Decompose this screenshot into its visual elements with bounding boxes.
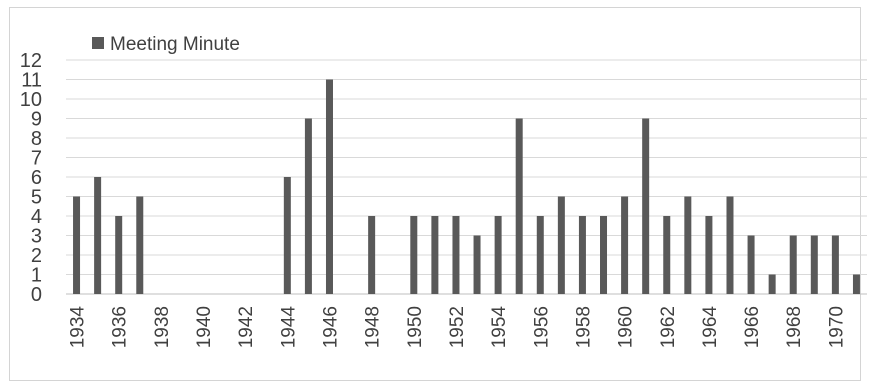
bar <box>94 177 102 294</box>
bar <box>452 216 460 294</box>
bar <box>494 216 502 294</box>
bar <box>515 118 523 294</box>
legend-swatch <box>92 37 104 49</box>
bar <box>473 235 481 294</box>
bar <box>789 235 797 294</box>
x-tick-label: 1950 <box>405 306 426 348</box>
bar <box>431 216 439 294</box>
y-tick-label: 12 <box>20 50 42 72</box>
bar <box>536 216 544 294</box>
x-tick-label: 1962 <box>658 306 679 348</box>
y-tick-label: 10 <box>20 89 42 111</box>
y-tick-label: 3 <box>31 226 42 248</box>
bar <box>578 216 586 294</box>
bar <box>810 235 818 294</box>
bar <box>325 79 333 294</box>
bar <box>410 216 418 294</box>
y-tick-label: 5 <box>31 187 42 209</box>
x-tick-label: 1956 <box>531 306 552 348</box>
x-tick-label: 1964 <box>700 306 721 349</box>
legend: Meeting Minute <box>92 34 240 55</box>
x-tick-label: 1958 <box>573 306 594 348</box>
x-tick-label: 1954 <box>489 306 510 349</box>
bar <box>600 216 608 294</box>
bar <box>831 235 839 294</box>
x-tick-label: 1948 <box>363 306 384 348</box>
y-tick-label: 6 <box>31 167 42 189</box>
x-tick-labels: 1934 1936 1938 1940 1942 1944 1946 1948 1950 1952… <box>68 306 848 349</box>
bar <box>73 196 81 294</box>
bar <box>368 216 376 294</box>
x-tick-label: 1968 <box>784 306 805 348</box>
x-tick-label: 1938 <box>152 306 173 348</box>
bar <box>283 177 291 294</box>
x-tick-label: 1952 <box>447 306 468 348</box>
y-tick-label: 9 <box>31 109 42 131</box>
x-tick-label: 1944 <box>278 306 299 349</box>
bar <box>136 196 144 294</box>
x-tick-label: 1940 <box>194 306 215 348</box>
x-tick-label: 1966 <box>742 306 763 348</box>
bar <box>642 118 650 294</box>
bar <box>684 196 692 294</box>
chart-frame <box>9 7 861 381</box>
y-tick-label: 11 <box>21 70 42 92</box>
bar <box>621 196 629 294</box>
bar <box>663 216 671 294</box>
bars <box>73 79 860 294</box>
y-tick-label: 8 <box>31 128 42 150</box>
y-tick-label: 1 <box>31 265 42 287</box>
bar <box>304 118 312 294</box>
bar <box>557 196 565 294</box>
bar <box>705 216 713 294</box>
legend-label: Meeting Minute <box>110 34 240 55</box>
x-tick-label: 1936 <box>110 306 131 348</box>
y-tick-label: 7 <box>31 148 42 170</box>
x-tick-label: 1960 <box>616 306 637 348</box>
bar <box>726 196 734 294</box>
x-tick-label: 1934 <box>68 306 89 349</box>
bar <box>768 274 776 294</box>
bar <box>115 216 123 294</box>
x-tick-label: 1970 <box>826 306 847 348</box>
y-tick-label: 0 <box>31 284 42 306</box>
gridlines <box>66 59 867 295</box>
x-tick-label: 1946 <box>320 306 341 348</box>
y-tick-label: 4 <box>31 206 42 228</box>
x-tick-label: 1942 <box>236 306 257 348</box>
y-tick-label: 2 <box>31 245 42 267</box>
bar <box>747 235 755 294</box>
bar <box>852 274 860 294</box>
